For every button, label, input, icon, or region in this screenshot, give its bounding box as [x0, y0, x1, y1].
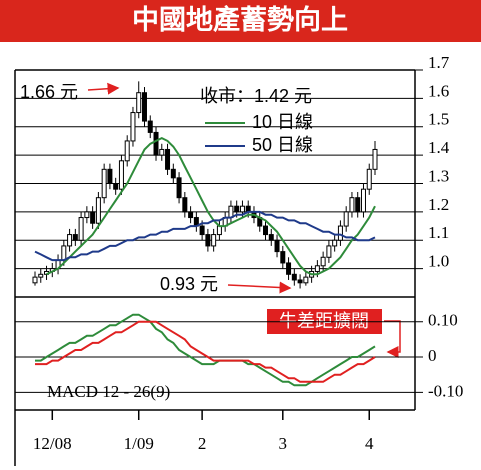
candle-body — [337, 225, 343, 241]
candle-body — [234, 205, 240, 213]
macd-label: MACD 12 - 26(9) — [47, 382, 170, 401]
candle-body — [303, 276, 309, 284]
y-tick-label: 1.7 — [428, 53, 450, 72]
candle-body — [84, 211, 90, 219]
y-tick-label: -0.10 — [428, 381, 463, 400]
candle-body — [263, 225, 269, 236]
candle-body — [239, 205, 245, 213]
candle-body — [182, 197, 188, 213]
candle-body — [113, 183, 119, 190]
candle-body — [216, 225, 222, 236]
y-tick-label: 1.1 — [428, 223, 449, 242]
arrow — [87, 82, 120, 95]
candle-body — [176, 177, 182, 199]
candle-body — [314, 265, 320, 272]
series-line — [34, 210, 376, 262]
legend-label: 50 日線 — [252, 135, 313, 155]
candle-body — [67, 234, 73, 247]
y-tick-label: 0 — [428, 346, 437, 365]
candle-body — [38, 273, 44, 278]
y-tick-label: 1.2 — [428, 195, 449, 214]
plot-area — [14, 69, 416, 466]
candle-body — [280, 251, 286, 264]
x-tick-label: 1/09 — [124, 434, 154, 453]
candle-body — [188, 211, 194, 219]
candle-body — [274, 239, 280, 253]
candle-body — [366, 168, 372, 190]
candle-body — [118, 160, 124, 190]
candle-body — [153, 131, 159, 156]
x-tick-label: 2 — [198, 434, 207, 453]
candle-body — [320, 256, 326, 267]
candle-body — [343, 211, 349, 227]
candle-body — [95, 197, 101, 224]
x-tick-label: 4 — [365, 434, 374, 453]
candle-body — [199, 225, 205, 236]
y-tick-label: 1.4 — [428, 138, 450, 157]
annotation: 0.93 元 — [160, 274, 218, 294]
candle-body — [372, 148, 378, 170]
arrow — [384, 320, 401, 358]
y-tick-label: 1.6 — [428, 81, 449, 100]
candle-body — [136, 92, 142, 114]
candle-body — [124, 140, 130, 162]
candle-body — [101, 168, 107, 199]
annotation: 1.66 元 — [20, 82, 78, 102]
series-line — [35, 320, 376, 383]
chart-title: 中國地產蓄勢向上 — [132, 4, 348, 35]
candle-body — [349, 197, 355, 213]
title-bar — [0, 0, 481, 42]
candle-body — [360, 188, 366, 213]
candle-body — [165, 148, 171, 170]
candle-body — [205, 234, 211, 247]
candle-body — [107, 168, 113, 184]
y-tick-label: 1.3 — [428, 166, 449, 185]
candle-body — [141, 92, 147, 122]
candle-body — [268, 234, 274, 241]
candle-body — [291, 273, 297, 281]
candle-body — [159, 148, 165, 156]
candle-body — [355, 197, 361, 213]
candle-body — [286, 262, 292, 275]
y-tick-label: 0.10 — [428, 311, 458, 330]
legend-label: 10 日線 — [252, 112, 313, 132]
candle-body — [297, 279, 303, 284]
annotation: 牛差距擴闊 — [279, 311, 369, 331]
series-line — [46, 136, 376, 276]
candle-body — [147, 120, 153, 133]
candle-body — [90, 211, 96, 224]
candle-body — [130, 112, 136, 142]
y-tick-label: 1.5 — [428, 110, 449, 129]
candle-body — [170, 168, 176, 179]
candle-body — [211, 234, 217, 247]
series-line — [35, 313, 376, 387]
arrow — [227, 281, 292, 294]
candle-body — [32, 276, 38, 284]
candle-body — [72, 234, 78, 241]
y-tick-label: 1.0 — [428, 252, 449, 271]
annotation: 收市：1.42 元 — [200, 86, 312, 106]
x-tick-label: 12/08 — [33, 434, 72, 453]
candle-body — [78, 217, 84, 241]
candle-body — [61, 245, 67, 261]
candle-body — [332, 239, 338, 247]
candle-body — [326, 245, 332, 258]
x-tick-label: 3 — [279, 434, 288, 453]
